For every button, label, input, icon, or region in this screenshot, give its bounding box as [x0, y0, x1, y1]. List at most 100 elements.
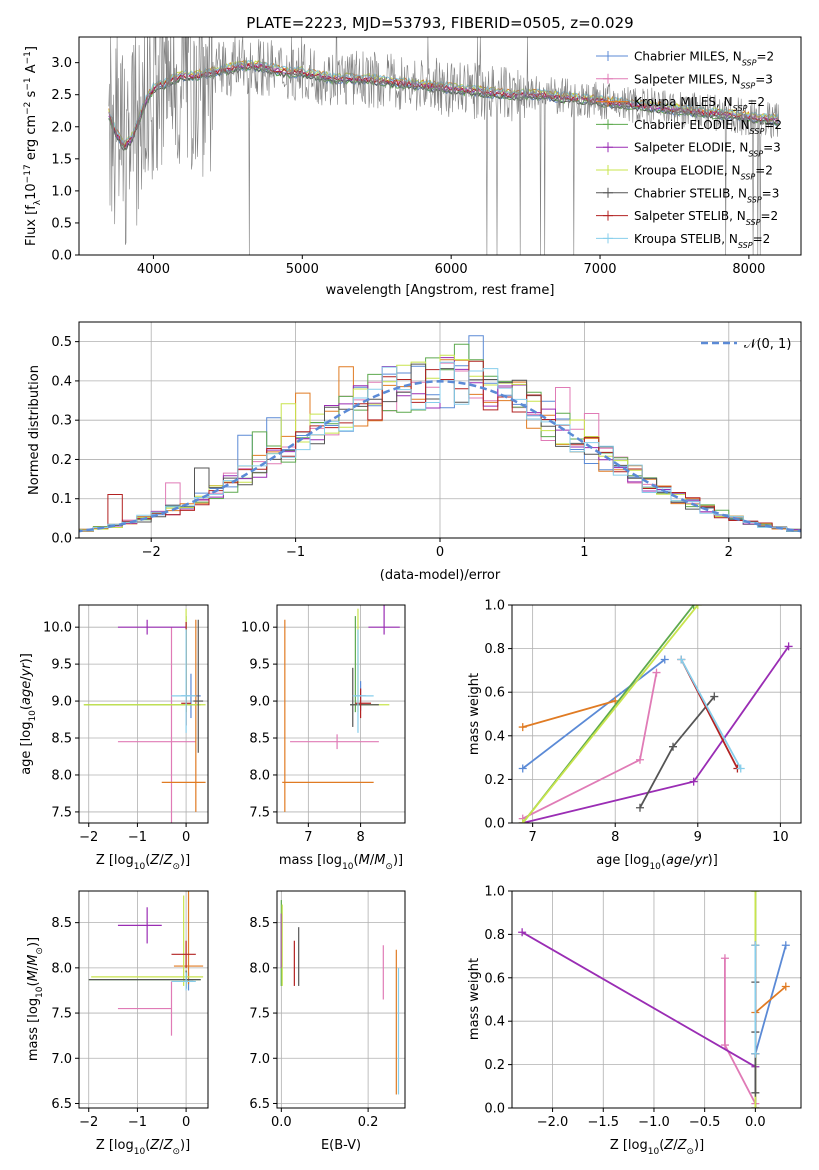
legend-entry: 𝒩(0, 1): [744, 337, 791, 352]
data-point: [518, 819, 527, 823]
y-tick-label: 0.4: [51, 374, 72, 389]
series-line: [754, 985, 787, 1014]
series-line: [522, 658, 666, 770]
y-tick-label: 2.5: [51, 88, 72, 103]
mass_Z-plot-area: [88, 891, 204, 1036]
y-axis-label: mass weight: [467, 673, 482, 755]
y-tick-label: 0.4: [484, 729, 505, 744]
mass_ebv-axes: 0.0 0.2 6.5 7.0 7.5 8.0 8.5: [249, 890, 406, 1130]
x-tick-label: 8: [356, 830, 364, 845]
data-point: [677, 655, 686, 664]
series-line: [522, 700, 616, 728]
axes-frame: [78, 36, 802, 256]
mass_Z-axes: −2 −1 0 6.5 7.0 7.5 8.0 8.5: [51, 890, 209, 1130]
y-tick-label: 2.0: [51, 120, 72, 135]
axes-frame: [78, 604, 209, 824]
age_Z-plot-area: [83, 608, 206, 823]
legend-entry: Chabrier MILES, NSSP=2: [634, 50, 774, 68]
legend-marker: [603, 165, 613, 175]
data-point: [635, 803, 644, 812]
series-line: [724, 958, 757, 1105]
weight_Z-plot-area: [518, 891, 790, 1108]
data-point: [689, 777, 698, 786]
x-tick-label: 10: [772, 830, 789, 845]
data-point: [710, 692, 719, 701]
y-tick-label: 8.0: [249, 768, 270, 783]
y-axis-label: Flux [fλ10−17 erg cm−2 s−1 A−1]: [23, 46, 43, 246]
data-point: [518, 723, 527, 732]
y-tick-label: 6.5: [249, 1097, 270, 1112]
spectrum-plot-area: [108, 37, 780, 255]
x-tick-label: 7: [304, 830, 312, 845]
x-tick-label: 8: [611, 830, 619, 845]
axes-frame: [511, 604, 802, 824]
x-axis-label: age [log10(age/yr)]: [596, 853, 718, 872]
y-tick-label: 0.5: [51, 216, 72, 231]
x-axis-label: mass [log10(M/M⊙)]: [279, 853, 403, 872]
y-tick-label: 0.0: [484, 1102, 505, 1117]
x-tick-label: 0: [436, 545, 444, 560]
legend-entry: Salpeter ELODIE, NSSP=3: [634, 141, 781, 159]
data-point: [660, 655, 669, 664]
weight_age-axes: 7 8 9 10 0.0 0.2 0.4 0.6 0.8 1.0: [484, 599, 802, 845]
x-tick-label: 0: [182, 830, 190, 845]
axes-frame: [276, 604, 406, 824]
x-tick-label: −1.0: [638, 1115, 670, 1130]
legend-entry: Salpeter MILES, NSSP=3: [634, 72, 773, 90]
spectrum-data-line: [108, 37, 779, 255]
x-tick-label: −2: [79, 830, 98, 845]
y-tick-label: 8.5: [51, 916, 72, 931]
x-tick-label: −1: [128, 1115, 147, 1130]
x-tick-label: 1: [580, 545, 588, 560]
data-point: [781, 941, 790, 950]
y-tick-label: 1.0: [484, 599, 505, 614]
x-axis-label: Z [log10(Z/Z⊙)]: [96, 1138, 190, 1157]
y-tick-label: 1.0: [51, 184, 72, 199]
y-tick-label: 8.5: [249, 732, 270, 747]
axes-frame: [511, 890, 802, 1109]
y-tick-label: 9.0: [249, 695, 270, 710]
y-tick-label: 8.0: [249, 961, 270, 976]
y-tick-label: 3.0: [51, 56, 72, 71]
x-tick-label: 5000: [286, 262, 319, 277]
hist-axes: −2 −1 0 1 2 0.0 0.1 0.2 0.3 0.4 0.5: [51, 321, 802, 560]
x-tick-label: 9: [694, 830, 702, 845]
x-tick-label: 0.0: [271, 1115, 292, 1130]
age_mass-plot-area: [282, 605, 400, 812]
data-point: [689, 605, 698, 609]
y-axis-label: Normed distribution: [27, 365, 42, 495]
legend-entry: Chabrier ELODIE, NSSP=2: [634, 118, 782, 136]
x-tick-label: −2.0: [537, 1115, 569, 1130]
y-tick-label: 0.6: [484, 971, 505, 986]
x-tick-label: 7000: [583, 262, 616, 277]
y-tick-label: 7.0: [51, 1052, 72, 1067]
legend-marker: [603, 210, 613, 221]
data-point: [784, 642, 793, 651]
x-tick-label: 0.2: [358, 1115, 379, 1130]
x-axis-label: wavelength [Angstrom, rest frame]: [326, 283, 555, 298]
y-tick-label: 7.0: [249, 1052, 270, 1067]
data-point: [781, 982, 790, 991]
y-tick-label: 8.5: [249, 916, 270, 931]
y-axis-label: mass weight: [467, 958, 482, 1040]
x-axis-label: Z [log10(Z/Z⊙)]: [610, 1138, 704, 1157]
y-tick-label: 0.2: [484, 1058, 505, 1073]
y-tick-label: 0.5: [51, 335, 72, 350]
y-tick-label: 7.5: [249, 805, 270, 820]
y-tick-label: 0.4: [484, 1015, 505, 1030]
y-tick-label: 10.0: [43, 621, 72, 636]
y-tick-label: 8.0: [51, 961, 72, 976]
y-axis-label: age [log10(age/yr)]: [19, 653, 38, 775]
y-tick-label: 9.5: [51, 658, 72, 673]
legend-entry: Kroupa ELODIE, NSSP=2: [634, 164, 773, 182]
y-tick-label: 6.5: [51, 1097, 72, 1112]
data-point: [518, 928, 527, 937]
spectrum-axes: 4000 5000 6000 7000 8000 0.0 0.5 1.0 1.5 2.0 2.5 3.…: [51, 36, 802, 277]
hist-plot-area: [79, 335, 801, 534]
y-tick-label: 9.5: [249, 658, 270, 673]
y-tick-label: 0.8: [484, 642, 505, 657]
y-tick-label: 7.5: [51, 805, 72, 820]
mass_ebv-plot-area: [280, 900, 400, 1095]
y-tick-label: 1.0: [484, 885, 505, 900]
